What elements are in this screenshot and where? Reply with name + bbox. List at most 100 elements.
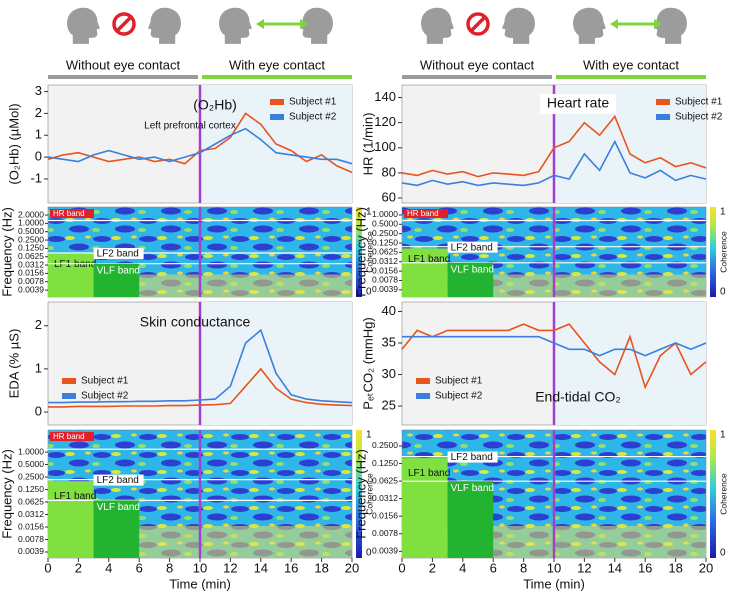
y-axis-label: Frequency (Hz) bbox=[0, 449, 14, 539]
y-tick-label: 120 bbox=[374, 114, 396, 129]
y-tick-label: 0.0625 bbox=[18, 251, 44, 261]
colorbar-tick-label: 1 bbox=[720, 430, 726, 441]
x-tick-label: 2 bbox=[429, 560, 436, 575]
legend-swatch bbox=[656, 114, 670, 120]
y-tick-label: 0.0078 bbox=[372, 275, 398, 285]
y-tick-label: 1.0000 bbox=[372, 209, 398, 219]
x-tick-label: 4 bbox=[459, 560, 466, 575]
y-axis-label: (O₂Hb) (µMol) bbox=[6, 103, 21, 184]
series-line bbox=[401, 323, 707, 390]
band-label: HR band bbox=[53, 432, 85, 441]
y-tick-label: 0.0312 bbox=[18, 509, 44, 519]
x-tick-label: 4 bbox=[105, 560, 112, 575]
y-tick-label: 0.2500 bbox=[18, 471, 44, 481]
y-tick-label: 0.0039 bbox=[18, 284, 44, 294]
no-icon bbox=[466, 12, 490, 36]
y-tick-label: 0.0039 bbox=[372, 546, 398, 556]
y-tick-label: 0.1250 bbox=[18, 484, 44, 494]
y-tick-label: 40 bbox=[382, 303, 396, 318]
x-tick-label: 20 bbox=[699, 560, 713, 575]
header: Without eye contact With eye contact Witho… bbox=[48, 7, 706, 79]
band-box bbox=[93, 500, 140, 558]
y-tick-label: 0.0625 bbox=[372, 475, 398, 485]
band-label: LF2 band bbox=[97, 249, 139, 260]
band-label: LF1 band bbox=[408, 468, 450, 479]
y-tick-label: 3 bbox=[35, 83, 42, 98]
y-tick-label: 140 bbox=[374, 89, 396, 104]
legend-swatch bbox=[656, 99, 670, 105]
x-tick-label: 20 bbox=[345, 560, 359, 575]
y-tick-label: 25 bbox=[382, 398, 396, 413]
y-tick-label: 0.0156 bbox=[372, 510, 398, 520]
legend-label: Subject #1 bbox=[675, 97, 723, 108]
x-axis-label: Time (min) bbox=[169, 576, 231, 591]
colorbar-tick-label: 0 bbox=[720, 548, 726, 559]
y-tick-label: 0.0039 bbox=[18, 546, 44, 556]
y-tick-label: 0.1250 bbox=[372, 237, 398, 247]
legend-swatch bbox=[416, 393, 430, 399]
colorbar-tick-label: 1 bbox=[720, 207, 726, 218]
colorbar-label: Coherence bbox=[364, 473, 374, 515]
condition-label: With eye contact bbox=[583, 57, 679, 72]
condition-bar bbox=[556, 75, 706, 79]
legend-swatch bbox=[416, 378, 430, 384]
colorbar bbox=[356, 430, 362, 558]
colorbar-label: Coherence bbox=[718, 231, 728, 273]
condition-bar bbox=[202, 75, 352, 79]
hr-band-box bbox=[50, 209, 94, 218]
y-tick-label: 0.0156 bbox=[18, 268, 44, 278]
y-tick-label: 80 bbox=[382, 164, 396, 179]
condition-bar bbox=[48, 75, 198, 79]
colorbar-label: Coherence bbox=[364, 231, 374, 273]
y-axis-label: Frequency (Hz) bbox=[0, 207, 14, 297]
colorbar-tick-label: 0 bbox=[720, 287, 726, 298]
band-label: VLF band bbox=[451, 483, 494, 494]
y-tick-label: 0.0078 bbox=[372, 528, 398, 538]
y-tick-label: 0.5000 bbox=[18, 226, 44, 236]
x-tick-label: 0 bbox=[44, 560, 51, 575]
legend-swatch bbox=[270, 99, 284, 105]
legend-label: Subject #1 bbox=[435, 376, 483, 387]
band-label-bg bbox=[93, 474, 144, 486]
legend-label: Subject #2 bbox=[81, 391, 129, 402]
chart-subtitle: Left prefrontal cortex bbox=[144, 121, 236, 132]
y-axis-label: EDA (% µS) bbox=[6, 329, 21, 399]
y-tick-label: 2.0000 bbox=[18, 209, 44, 219]
y-tick-label: 0.0312 bbox=[372, 256, 398, 266]
y-tick-label: 0.1250 bbox=[18, 243, 44, 253]
series-line bbox=[401, 114, 707, 178]
band-label-bg bbox=[447, 241, 498, 253]
no-icon-slash bbox=[115, 15, 133, 33]
condition-bar bbox=[402, 75, 552, 79]
y-tick-label: 1.0000 bbox=[18, 446, 44, 456]
colorbar bbox=[356, 207, 362, 297]
x-tick-label: 12 bbox=[223, 560, 237, 575]
band-box bbox=[402, 248, 448, 297]
band-label-bg bbox=[447, 451, 498, 463]
band-box bbox=[447, 481, 494, 558]
title-box bbox=[540, 94, 616, 114]
band-label: LF1 band bbox=[408, 254, 450, 265]
y-tick-label: 60 bbox=[382, 189, 396, 204]
y-tick-label: 0.2500 bbox=[372, 228, 398, 238]
condition-label: Without eye contact bbox=[66, 57, 181, 72]
band-label: HR band bbox=[53, 209, 85, 218]
head-icon bbox=[573, 7, 606, 44]
y-axis-label: Frequency (Hz) bbox=[353, 207, 368, 297]
legend-label: Subject #2 bbox=[675, 112, 723, 123]
band-label: HR band bbox=[407, 209, 439, 218]
y-tick-label: 0.0156 bbox=[18, 521, 44, 531]
x-tick-label: 16 bbox=[284, 560, 298, 575]
legend-label: Subject #2 bbox=[435, 391, 483, 402]
y-tick-label: 0.0078 bbox=[18, 534, 44, 544]
y-tick-label: 0.0078 bbox=[18, 276, 44, 286]
band-label: VLF band bbox=[97, 265, 140, 276]
chart-title: End-tidal CO₂ bbox=[535, 389, 621, 405]
band-label: VLF band bbox=[97, 502, 140, 513]
colorbar-label: Coherence bbox=[718, 473, 728, 515]
series-line bbox=[402, 335, 707, 357]
y-tick-label: 0.0625 bbox=[18, 496, 44, 506]
x-tick-label: 18 bbox=[314, 560, 328, 575]
chart-title: (O₂Hb) bbox=[193, 97, 237, 113]
